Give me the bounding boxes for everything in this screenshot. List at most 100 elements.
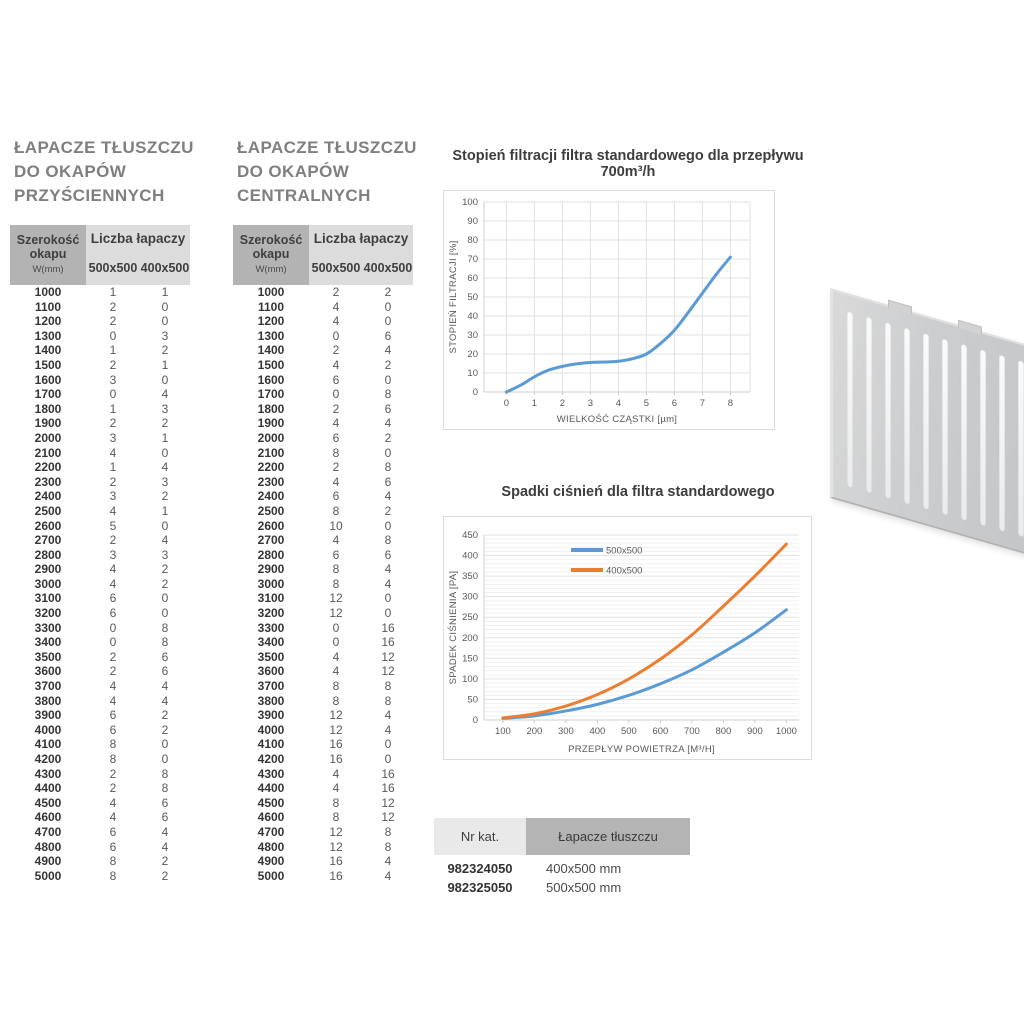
hood-width-cell: 4100 (34, 737, 62, 752)
table-row: 3300 0 16 (233, 621, 413, 636)
table-row: 4200 8 0 (10, 752, 190, 767)
hood-width-cell: 1400 (257, 343, 285, 358)
catcher-count-cell: 2 (384, 503, 392, 518)
hood-width-cell: 3200 (34, 606, 62, 621)
filter-mounting-tab (958, 319, 982, 335)
catcher-count-cell: 4 (332, 357, 340, 372)
hood-width-cell: 2400 (257, 489, 285, 504)
table-row: 2900 4 2 (10, 562, 190, 577)
catcher-count-cell: 2 (109, 314, 117, 329)
catcher-count-cell: 2 (384, 430, 392, 445)
catcher-count-cell: 8 (384, 533, 392, 548)
catcher-count-cell: 8 (332, 576, 340, 591)
table-row: 2200 1 4 (10, 460, 190, 475)
table-row: 1900 2 2 (10, 416, 190, 431)
catcher-count-cell: 16 (329, 752, 343, 766)
x-tick-label: 8 (728, 398, 733, 409)
catcher-count-cell: 6 (161, 795, 169, 810)
table-row: 2200 2 8 (233, 460, 413, 475)
y-axis-label: STOPIEŃ FILTRACJI [%] (448, 240, 459, 353)
hood-width-cell: 4500 (257, 795, 285, 810)
table-row: 2600 5 0 (10, 519, 190, 534)
filter-slot (999, 354, 1005, 533)
catcher-count-cell: 1 (109, 460, 117, 475)
hood-width-cell: 2000 (34, 430, 62, 445)
filter-slot (866, 316, 872, 495)
catcher-count-cell: 6 (109, 722, 117, 737)
table-row: 1500 4 2 (233, 358, 413, 373)
hood-width-cell: 1300 (257, 328, 285, 343)
catcher-count-cell: 6 (109, 708, 117, 723)
legend-label-400x500: 400x500 (606, 566, 642, 577)
catcher-count-cell: 3 (109, 547, 117, 562)
catcher-count-cell: 2 (161, 343, 169, 358)
table-row: 3700 8 8 (233, 679, 413, 694)
catcher-count-cell: 16 (329, 737, 343, 752)
catcher-count-cell: 6 (109, 839, 117, 854)
title-line: PRZYŚCIENNYCH (14, 186, 165, 205)
catcher-count-cell: 4 (384, 343, 392, 358)
title-line: DO OKAPÓW (14, 162, 127, 181)
y-tick-label: 350 (462, 571, 478, 582)
catcher-count-cell: 4 (332, 314, 340, 329)
table-row: 2600 10 0 (233, 519, 413, 534)
hood-width-cell: 1200 (34, 314, 62, 329)
hood-width-cell: 1400 (34, 343, 62, 358)
catcher-count-cell: 8 (384, 387, 392, 402)
hood-width-cell: 4100 (257, 737, 285, 752)
wall-hoods-section-title: ŁAPACZE TŁUSZCZU DO OKAPÓW PRZYŚCIENNYCH (14, 136, 194, 208)
hood-width-cell: 2600 (257, 518, 285, 533)
x-tick-label: 200 (526, 726, 542, 737)
catcher-count-cell: 4 (109, 503, 117, 518)
hood-width-cell: 3900 (34, 708, 62, 723)
catcher-count-cell: 4 (332, 474, 340, 489)
hood-width-cell: 1300 (34, 328, 62, 343)
hood-width-cell: 4800 (34, 839, 62, 854)
table-row: 1200 2 0 (10, 314, 190, 329)
hood-width-cell: 2300 (257, 474, 285, 489)
size-500x500-header: 500x500 (86, 251, 140, 285)
catalog-number: 982324050 (447, 861, 513, 876)
hood-width-cell: 5000 (257, 868, 285, 883)
hood-width-cell: 1800 (257, 401, 285, 416)
table-row: 1100 4 0 (233, 300, 413, 315)
hood-width-cell: 4000 (257, 722, 285, 737)
catcher-count-cell: 3 (161, 328, 169, 343)
y-tick-label: 100 (462, 197, 478, 208)
table-row: 4200 16 0 (233, 752, 413, 767)
filter-slot (923, 332, 929, 511)
catcher-count-cell: 2 (161, 576, 169, 591)
x-tick-label: 600 (652, 726, 668, 737)
filter-slot (885, 321, 891, 500)
table-row: 4700 6 4 (10, 825, 190, 840)
catcher-count-cell: 8 (384, 824, 392, 839)
y-tick-label: 400 (462, 551, 478, 562)
catcher-count-cell: 12 (329, 708, 343, 723)
catcher-count-cell: 4 (384, 854, 392, 869)
table-header: Szerokość okapu W(mm) Liczba łapaczy 500… (233, 225, 414, 285)
table-row: 3700 4 4 (10, 679, 190, 694)
table-row: 3100 12 0 (233, 591, 413, 606)
catcher-count-cell: 2 (109, 474, 117, 489)
catcher-count-cell: 5 (109, 518, 117, 533)
hood-width-cell: 1000 (257, 285, 285, 299)
x-tick-label: 500 (621, 726, 637, 737)
catcher-count-cell: 2 (332, 285, 340, 299)
table-row: 2500 8 2 (233, 504, 413, 519)
hood-width-cell: 4700 (34, 824, 62, 839)
catcher-count-cell: 12 (381, 664, 395, 679)
y-tick-label: 0 (473, 387, 478, 398)
hood-width-cell: 1100 (34, 299, 62, 314)
table-row: 4700 12 8 (233, 825, 413, 840)
hood-width-cell: 2900 (257, 562, 285, 577)
hood-width-cell: 3500 (34, 649, 62, 664)
catcher-count-cell: 1 (161, 503, 169, 518)
catcher-count-cell: 4 (161, 693, 169, 708)
hood-width-cell: 4900 (257, 854, 285, 869)
hood-width-cell: 2800 (34, 547, 62, 562)
catcher-count-cell: 12 (381, 810, 395, 825)
legend-label-500x500: 500x500 (606, 546, 642, 557)
catcher-count-cell: 4 (109, 576, 117, 591)
table-row: 2700 2 4 (10, 533, 190, 548)
pressure-drop-chart: 0 50 100 150 200 250 300 350 400 450 100 200 300 400 5… (443, 516, 812, 760)
